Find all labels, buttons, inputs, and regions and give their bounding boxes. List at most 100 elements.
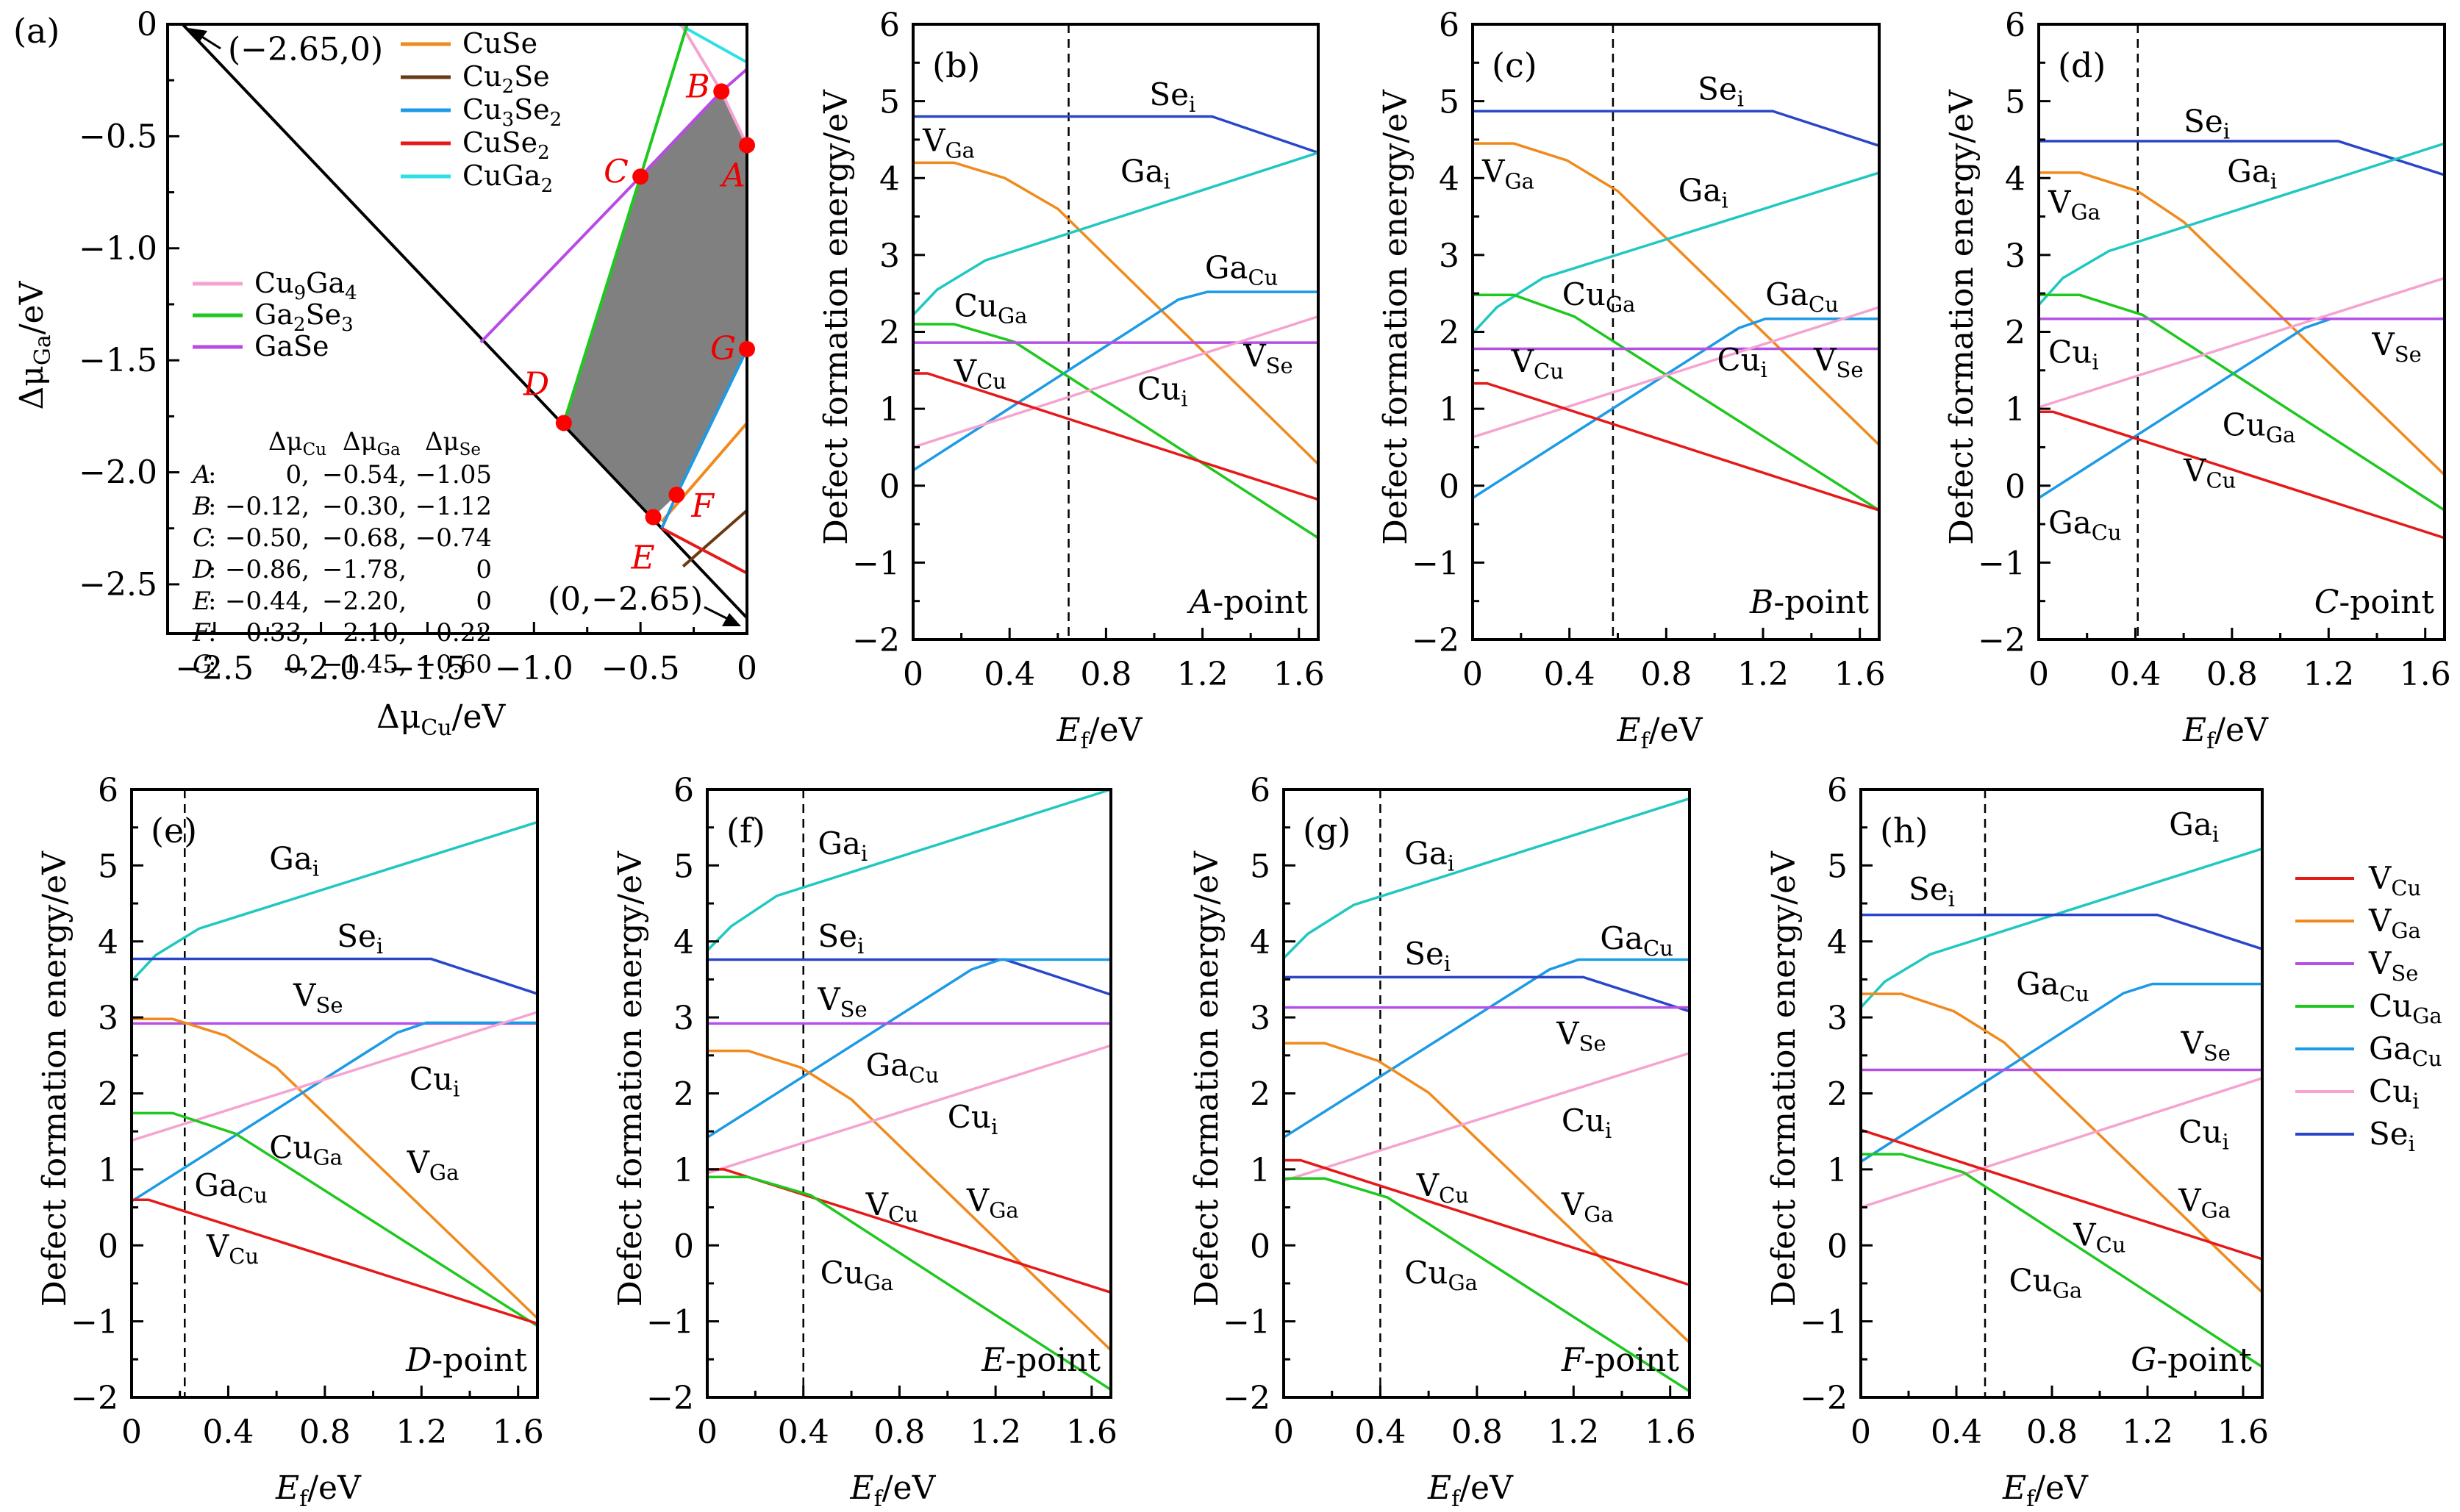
legend-label-part: Se [514,60,550,93]
curve-label-Sei-base: Se [1909,871,1948,907]
legend-label-Cui-sub: i [2412,1089,2419,1114]
point-D [555,415,572,431]
curve-label-VSe-base: V [293,978,316,1014]
point-caption-letter: A [1187,584,1213,621]
line-CuSe [660,422,748,523]
y-axis-label-sub: Ga [30,334,56,365]
y-tick-label: 4 [1439,160,1459,198]
legend-label-VCu: VCu [2368,860,2421,900]
line-Gai [706,788,1112,952]
line-VCu [913,372,1319,501]
table-cell-ga: −1.45, [322,650,407,679]
x-axis-label: Ef/eV [1427,1469,1514,1512]
x-axis-label: Ef/eV [2182,712,2269,754]
curve-label-CuGa: CuGa [269,1129,343,1169]
panel-tag: (f) [726,811,765,850]
x-tick-label: 1.6 [1645,1414,1696,1451]
curve-label-Sei-base: Se [1149,76,1189,112]
x-tick-label: 1.6 [1273,656,1325,693]
curve-label-GaCu-sub: Cu [1248,265,1278,290]
x-tick-label: 0.8 [1640,656,1692,693]
curve-label-CuGa-sub: Ga [1606,292,1635,317]
curve-label-Sei-sub: i [2223,118,2230,143]
x-tick-label: 0.8 [873,1414,925,1451]
point-B [713,83,730,100]
curve-label-VCu-sub: Cu [1439,1183,1469,1208]
table-row-colon: : [208,523,216,553]
line-VGa [1861,992,2264,1294]
legend-label-part: Cu [462,60,502,93]
curve-label-Gai-sub: i [1448,850,1454,875]
curve-label-VGa: VGa [2048,184,2100,224]
x-tick-label: −2.5 [175,650,254,687]
line-Sei [1284,975,1690,1013]
y-axis-label-group: Defect formation energy/eV [1377,89,1415,545]
x-axis-label-sub: f [874,1486,884,1512]
x-tick-label: 0 [697,1414,718,1451]
table-cell-ga: −0.54, [322,460,407,490]
y-tick-label: −2.5 [79,566,157,603]
curve-label-VGa-base: V [407,1144,430,1180]
curve-label-VCu-sub: Cu [1534,359,1564,384]
panel-A-point: 0 0.4 0.8 1.2 1.6 6 5 4 3 2 1 0 −1 −2 Ef/eV Defect form… [818,7,1325,754]
panel-a-phase-diagram: (a)−2.5 −2.0 −1.5 −1.0 −0.5 00−0.5−1.0−1.5−2.… [13,6,757,741]
legend-label-GaCu-base: Ga [2369,1031,2412,1067]
point-caption-suffix: -point [2156,1341,2252,1379]
legend-label-part: 4 [345,282,357,304]
legend-label-CuGa: CuGa [2369,988,2442,1028]
line-VCu [2039,410,2445,540]
line-GaCu [707,958,1111,1139]
line-VGa [913,161,1320,465]
y-tick-label: 1 [1250,1152,1270,1189]
table-cell-cu: 0, [286,650,310,679]
y-tick-label: −2 [646,1380,694,1417]
y-tick-label: 6 [98,772,118,809]
x-tick-label: 1.2 [1177,656,1229,693]
curve-label-Gai-sub: i [1721,188,1728,213]
x-axis-label: Ef/eV [1056,712,1143,754]
x-tick-label: 1.2 [1737,656,1789,693]
line-VGa [132,1017,539,1319]
x-tick-label: 0.8 [2206,656,2258,693]
curve-label-Cui: Cui [410,1061,460,1101]
y-axis-label-group: ΔμGa/eV [13,280,56,409]
curve-label-Gai-sub: i [312,856,319,881]
point-caption-suffix: -point [1773,584,1869,621]
y-tick-label: −1 [1978,545,2025,582]
curve-label-Cui-base: Cu [410,1061,453,1097]
line-Cui [2038,276,2445,409]
y-tick-label: −2 [1223,1380,1270,1417]
curve-label-VCu: VCu [2183,452,2236,492]
curve-label-Gai-base: Ga [2227,153,2270,189]
curve-label-VCu-sub: Cu [2096,1232,2126,1257]
curve-label-Sei-sub: i [376,934,383,959]
point-caption-letter: F [1561,1341,1585,1379]
x-tick-label: 1.2 [2122,1414,2173,1451]
x-axis-label: Ef/eV [2002,1469,2089,1512]
curve-label-GaCu-sub: Cu [909,1063,939,1088]
line-Sei [1861,913,2263,950]
table-cell-cu: −0.12, [225,492,310,521]
x-axis-label-base: E [2002,1469,2026,1507]
line-VCu [1860,1128,2263,1261]
curve-label-Gai-sub: i [2212,822,2219,847]
plot-frame [1471,23,1881,641]
curve-label-VCu: VCu [865,1186,918,1227]
x-tick-label: 0 [1851,1414,1871,1451]
table-header: ΔμSe [425,427,481,459]
line-Cui [707,1044,1112,1175]
x-axis-label-unit: /eV [882,1469,937,1507]
y-tick-label: 0 [137,6,157,43]
legend-label-Cu9Ga4: Cu9​Ga4​ [254,267,357,304]
x-axis-label: Ef/eV [1617,712,1703,754]
y-tick-label: 2 [673,1076,694,1114]
table-cell-cu: −0.44, [225,587,310,616]
x-tick-label: 0 [1273,1414,1294,1451]
x-axis-label: Ef/eV [850,1469,937,1512]
curve-label-VCu-sub: Cu [2206,467,2236,492]
x-axis-label-sub: f [1641,728,1651,754]
point-label-C: C [604,153,629,190]
y-tick-label: 3 [879,237,900,275]
curve-label-CuGa: CuGa [2009,1262,2083,1303]
x-axis-label-sub: f [1081,728,1090,754]
